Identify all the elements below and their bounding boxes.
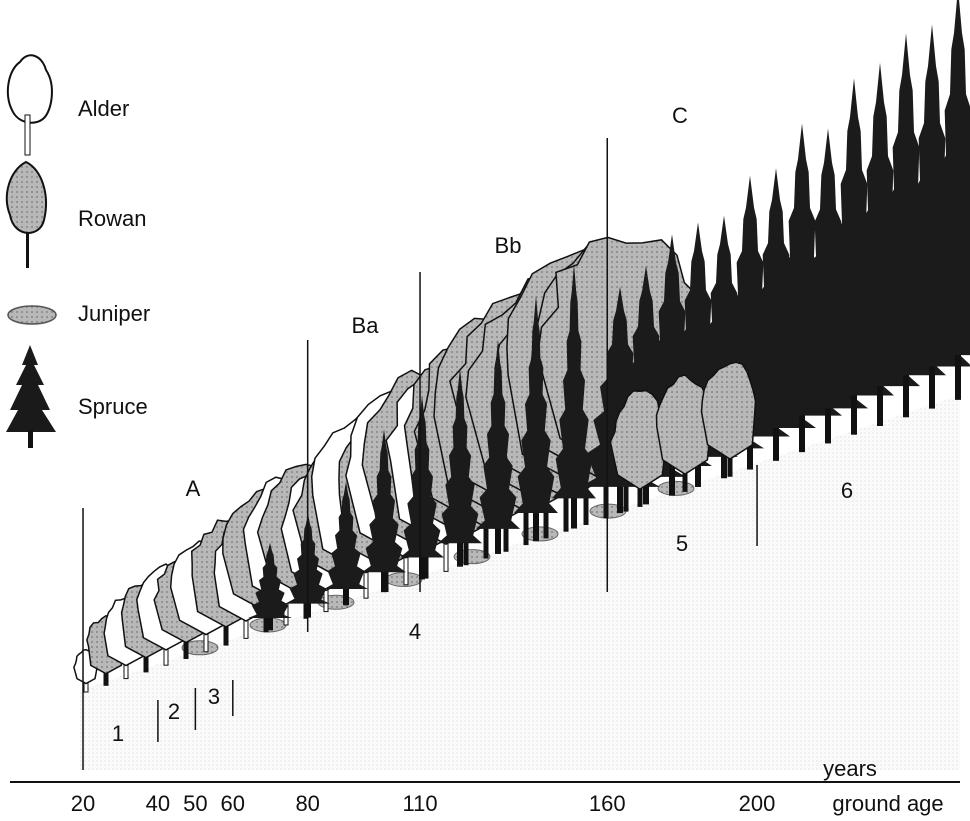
legend-label: Juniper [78, 301, 150, 326]
tick-label: 160 [589, 791, 626, 816]
spruce-tree [918, 0, 970, 356]
zone-label: 3 [208, 684, 220, 709]
zone-label: 4 [409, 619, 421, 644]
trunk [381, 569, 387, 593]
juniper [181, 640, 219, 656]
trunk [419, 553, 425, 580]
trunk [571, 493, 577, 529]
spruce-tree [476, 339, 520, 529]
spruce-tree [362, 429, 406, 573]
spruce-tree [400, 395, 444, 558]
spruce-icon [6, 345, 56, 448]
zone-label: 5 [676, 531, 688, 556]
trunk [695, 451, 701, 487]
labels: 20 40 50 60 80 110 160 200 A Ba Bb C 1 2 3 4 5 6 [71, 103, 853, 816]
trunk [773, 422, 779, 461]
trunk [643, 472, 649, 505]
axis-unit: years [823, 756, 877, 781]
trunk [533, 508, 539, 542]
trunk [343, 586, 349, 605]
zone-label: 2 [168, 699, 180, 724]
stage-label: A [186, 476, 201, 501]
legend-label: Alder [78, 96, 129, 121]
trunk [617, 482, 623, 514]
spruce-tree [514, 294, 558, 514]
tick-label: 80 [295, 791, 319, 816]
stage-label: Bb [495, 233, 522, 258]
alder-icon [6, 54, 53, 156]
trunk [747, 430, 753, 470]
trunk [799, 409, 805, 453]
axis-label: ground age [832, 791, 943, 816]
trunk [495, 524, 501, 554]
tick-label: 20 [71, 791, 95, 816]
tick-label: 60 [221, 791, 245, 816]
juniper-icon [7, 305, 57, 325]
trunk [929, 358, 935, 409]
trunk [903, 367, 909, 418]
zone-label: 6 [841, 478, 853, 503]
legend: Alder Rowan Juniper Spruce [5, 54, 150, 448]
rowan-tree [655, 374, 713, 476]
trunk [669, 460, 675, 496]
trunk [825, 402, 831, 444]
trunk [721, 443, 727, 479]
juniper [657, 480, 695, 496]
rowan-icon [5, 160, 47, 268]
tick-label: 40 [146, 791, 170, 816]
ground [80, 395, 960, 770]
zone-label: 1 [112, 721, 124, 746]
rowan-tree [609, 389, 667, 491]
legend-label: Rowan [78, 206, 146, 231]
tick-label: 200 [739, 791, 776, 816]
trunk [457, 539, 463, 567]
trunk [955, 346, 961, 400]
spruce-tree [552, 262, 596, 499]
tick-label: 50 [183, 791, 207, 816]
spruce-tree [248, 542, 292, 618]
tick-label: 110 [402, 791, 437, 816]
stage-label: C [672, 103, 688, 128]
dividers [82, 138, 758, 770]
spruce-tree [438, 367, 482, 544]
trunk [851, 388, 857, 435]
trunk [877, 378, 883, 426]
rowan-tree [700, 361, 757, 460]
stage-label: Ba [352, 313, 380, 338]
juniper [521, 526, 559, 542]
legend-label: Spruce [78, 394, 148, 419]
spruce-tree [324, 481, 368, 589]
trunk [267, 616, 273, 631]
